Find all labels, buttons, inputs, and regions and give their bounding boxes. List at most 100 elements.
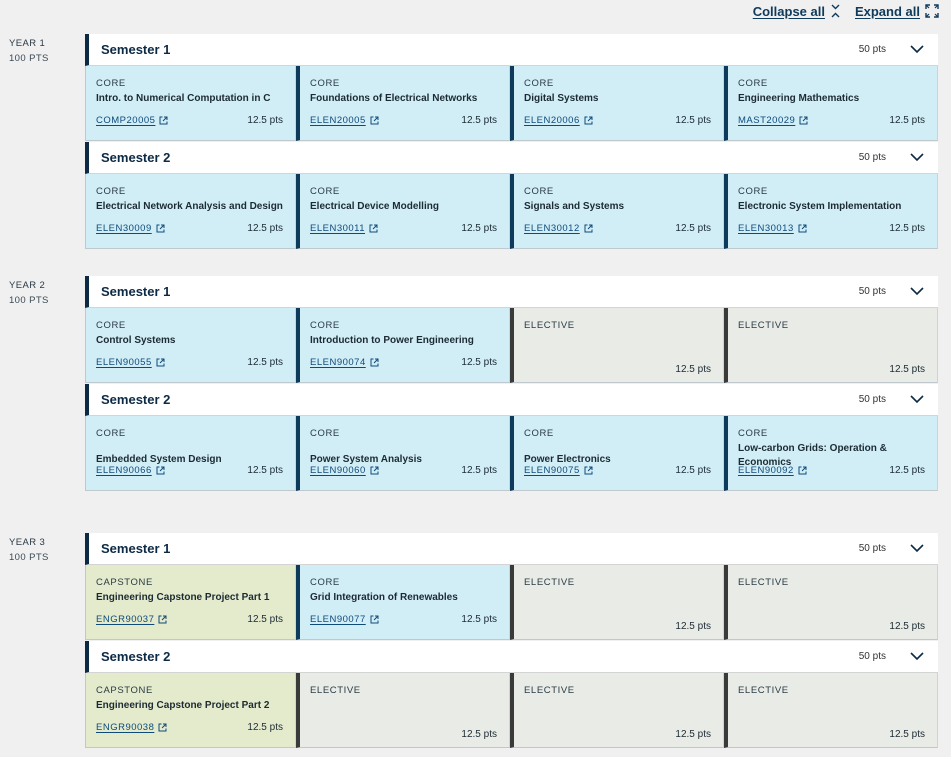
unit-code-link[interactable]: ELEN20005 (310, 115, 379, 126)
unit-card[interactable]: CORE Intro. to Numerical Computation in C… (85, 66, 296, 141)
semester-header[interactable]: Semester 1 50 pts (85, 533, 938, 565)
unit-code: ELEN90066 (96, 465, 152, 476)
external-link-icon (370, 466, 379, 475)
unit-name: Foundations of Electrical Networks (310, 93, 478, 104)
external-link-icon (584, 224, 593, 233)
unit-card[interactable]: CORE Foundations of Electrical Networks EL… (296, 66, 510, 141)
unit-card[interactable]: CORE Electrical Network Analysis and Desi… (85, 174, 296, 249)
unit-name: Embedded System Design (96, 454, 222, 465)
elective-card[interactable]: ELECTIVE 12.5 pts (510, 673, 724, 748)
unit-code-link[interactable]: ELEN30012 (524, 223, 593, 234)
unit-name: Engineering Mathematics (738, 93, 860, 104)
semester-header[interactable]: Semester 1 50 pts (85, 34, 938, 66)
unit-card[interactable]: CORE Electronic System Implementation ELEN… (724, 174, 938, 249)
unit-card[interactable]: CORE Low-carbon Grids: Operation & Econom… (724, 416, 938, 491)
unit-name: Engineering Capstone Project Part 2 (96, 700, 270, 711)
unit-code-link[interactable]: ELEN30009 (96, 223, 165, 234)
elective-card[interactable]: ELECTIVE 12.5 pts (296, 673, 510, 748)
unit-points: 12.5 pts (247, 722, 283, 733)
unit-code-link[interactable]: ELEN90092 (738, 465, 807, 476)
unit-card[interactable]: CORE Engineering Mathematics MAST20029 12.5… (724, 66, 938, 141)
unit-code: ENGR90037 (96, 614, 155, 625)
unit-points: 12.5 pts (247, 357, 283, 368)
unit-points: 12.5 pts (889, 621, 925, 632)
unit-card[interactable]: CORE Power System Analysis ELEN90060 12.5 p… (296, 416, 510, 491)
unit-code-link[interactable]: ELEN90074 (310, 357, 379, 368)
unit-code: ENGR90038 (96, 722, 155, 733)
unit-points: 12.5 pts (461, 115, 497, 126)
unit-cards: CORE Electrical Network Analysis and Desi… (85, 174, 938, 249)
year-points: 100 PTS (9, 53, 49, 64)
unit-name: Electronic System Implementation (738, 201, 902, 212)
unit-code-link[interactable]: ELEN90060 (310, 465, 379, 476)
unit-code: ELEN30011 (310, 223, 366, 234)
unit-code-link[interactable]: MAST20029 (738, 115, 808, 126)
semester-header[interactable]: Semester 1 50 pts (85, 276, 938, 308)
elective-card[interactable]: ELECTIVE 12.5 pts (724, 673, 938, 748)
unit-code-link[interactable]: ELEN90075 (524, 465, 593, 476)
unit-code: ELEN20006 (524, 115, 580, 126)
unit-card[interactable]: CORE Signals and Systems ELEN30012 12.5 pts (510, 174, 724, 249)
unit-points: 12.5 pts (461, 614, 497, 625)
elective-card[interactable]: ELECTIVE 12.5 pts (510, 308, 724, 383)
unit-points: 12.5 pts (247, 614, 283, 625)
unit-code-link[interactable]: ELEN20006 (524, 115, 593, 126)
unit-type: ELECTIVE (738, 577, 789, 588)
elective-card[interactable]: ELECTIVE 12.5 pts (724, 565, 938, 640)
unit-type: CAPSTONE (96, 577, 153, 588)
semester-header[interactable]: Semester 2 50 pts (85, 142, 938, 174)
collapse-all-button[interactable]: Collapse all (753, 4, 841, 19)
unit-code-link[interactable]: ELEN30013 (738, 223, 807, 234)
semester-points: 50 pts (858, 394, 886, 405)
semester-title: Semester 2 (101, 150, 171, 165)
unit-type: ELECTIVE (524, 685, 575, 696)
unit-code-link[interactable]: ELEN90077 (310, 614, 379, 625)
unit-name: Low-carbon Grids: Operation & Economics (738, 443, 887, 468)
unit-code-link[interactable]: ENGR90038 (96, 722, 167, 733)
year-title: YEAR 3 (9, 537, 46, 548)
semester-header[interactable]: Semester 2 50 pts (85, 641, 938, 673)
unit-code-link[interactable]: COMP20005 (96, 115, 168, 126)
unit-card[interactable]: CORE Digital Systems ELEN20006 12.5 pts (510, 66, 724, 141)
unit-card[interactable]: CAPSTONE Engineering Capstone Project Par… (85, 565, 296, 640)
unit-points: 12.5 pts (675, 621, 711, 632)
semester-points: 50 pts (858, 651, 886, 662)
unit-code: MAST20029 (738, 115, 796, 126)
unit-name: Introduction to Power Engineering (310, 335, 474, 346)
semester-header[interactable]: Semester 2 50 pts (85, 384, 938, 416)
unit-name: Power Electronics (524, 454, 611, 465)
unit-name: Grid Integration of Renewables (310, 592, 458, 603)
unit-card[interactable]: CAPSTONE Engineering Capstone Project Par… (85, 673, 296, 748)
unit-points: 12.5 pts (889, 465, 925, 476)
unit-code-link[interactable]: ELEN90066 (96, 465, 165, 476)
unit-card[interactable]: CORE Grid Integration of Renewables ELEN90… (296, 565, 510, 640)
unit-card[interactable]: CORE Electrical Device Modelling ELEN30011… (296, 174, 510, 249)
elective-card[interactable]: ELECTIVE 12.5 pts (510, 565, 724, 640)
unit-type: CORE (524, 186, 554, 197)
elective-card[interactable]: ELECTIVE 12.5 pts (724, 308, 938, 383)
unit-code-link[interactable]: ELEN90055 (96, 357, 165, 368)
unit-type: CORE (96, 320, 126, 331)
unit-points: 12.5 pts (889, 364, 925, 375)
unit-code-link[interactable]: ELEN30011 (310, 223, 378, 234)
chevron-down-icon (910, 287, 924, 296)
unit-name: Power System Analysis (310, 454, 422, 465)
unit-card[interactable]: CORE Control Systems ELEN90055 12.5 pts (85, 308, 296, 383)
unit-name: Control Systems (96, 335, 176, 346)
expand-all-button[interactable]: Expand all (855, 4, 939, 19)
unit-card[interactable]: CORE Power Electronics ELEN90075 12.5 pts (510, 416, 724, 491)
unit-type: CORE (310, 577, 340, 588)
year-points: 100 PTS (9, 552, 49, 563)
unit-code: COMP20005 (96, 115, 156, 126)
unit-points: 12.5 pts (675, 465, 711, 476)
external-link-icon (369, 224, 378, 233)
external-link-icon (158, 615, 167, 624)
external-link-icon (156, 466, 165, 475)
unit-card[interactable]: CORE Embedded System Design ELEN90066 12.5 … (85, 416, 296, 491)
unit-code-link[interactable]: ENGR90037 (96, 614, 167, 625)
unit-code: ELEN30012 (524, 223, 580, 234)
unit-points: 12.5 pts (247, 115, 283, 126)
unit-card[interactable]: CORE Introduction to Power Engineering ELE… (296, 308, 510, 383)
unit-type: CORE (310, 320, 340, 331)
unit-points: 12.5 pts (675, 729, 711, 740)
